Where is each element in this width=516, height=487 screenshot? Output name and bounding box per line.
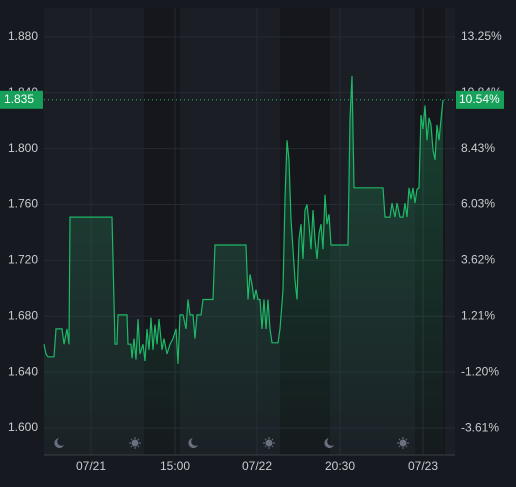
y-tick-label: 1.760: [8, 197, 38, 211]
y2-tick-label: 13.25%: [461, 29, 502, 43]
y2-tick-label: -3.61%: [461, 420, 499, 434]
y-tick-label: 1.800: [8, 141, 38, 155]
y-tick-label: 1.600: [8, 420, 38, 434]
session-icons: [54, 437, 409, 449]
moon-icon: [188, 438, 198, 448]
sun-icon: [397, 437, 409, 449]
price-line: [43, 75, 444, 364]
sun-icon: [263, 437, 275, 449]
last-price-badge: [0, 90, 43, 109]
y2-tick-label: 6.03%: [461, 197, 495, 211]
x-tick-label: 07/23: [408, 459, 438, 473]
y2-tick-label: 8.43%: [461, 141, 495, 155]
y2-tick-label: 3.62%: [461, 253, 495, 267]
moon-icon: [324, 438, 334, 448]
x-tick-label: 20:30: [325, 459, 355, 473]
x-tick-label: 15:00: [160, 459, 190, 473]
sun-icon: [129, 437, 141, 449]
last-change-label: 10.54%: [459, 92, 500, 106]
y-tick-label: 1.640: [8, 364, 38, 378]
last-change-badge: [456, 90, 504, 109]
y2-tick-label: -1.20%: [461, 364, 499, 378]
area-fill: [44, 76, 443, 455]
y-tick-label: 1.880: [8, 29, 38, 43]
x-tick-label: 07/22: [242, 459, 272, 473]
moon-icon: [54, 438, 64, 448]
last-price-label: 1.835: [4, 92, 34, 106]
axis-labels: 1.6001.6401.6801.7201.7601.8001.8401.880…: [0, 29, 504, 473]
y-tick-label: 1.680: [8, 308, 38, 322]
x-tick-label: 07/21: [76, 459, 106, 473]
plot: [43, 75, 455, 455]
y-tick-label: 1.720: [8, 253, 38, 267]
y2-tick-label: 1.21%: [461, 308, 495, 322]
